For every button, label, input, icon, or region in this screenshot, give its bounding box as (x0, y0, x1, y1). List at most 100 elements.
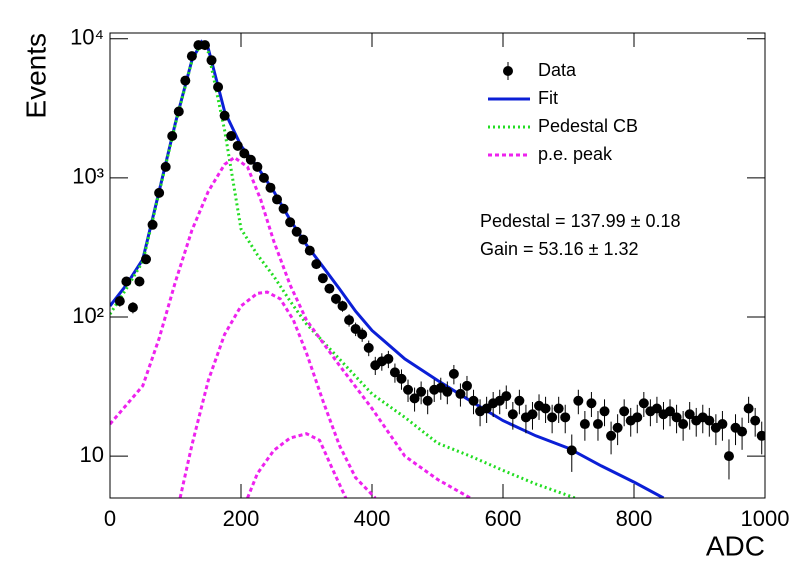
data-point (141, 254, 152, 265)
data-point (363, 342, 374, 353)
data-point (632, 412, 643, 423)
legend-entry: p.e. peak (488, 144, 613, 164)
legend-entry: Data (503, 60, 577, 80)
data-point (756, 430, 765, 441)
plot-area (110, 39, 765, 498)
data-point (186, 51, 197, 62)
data-point (278, 203, 289, 214)
data-point (723, 451, 734, 462)
data-point (245, 154, 256, 165)
data-point (553, 403, 564, 414)
annotation: Pedestal = 137.99 ± 0.18 (480, 211, 681, 231)
data-point (213, 82, 224, 93)
data-point (704, 415, 715, 426)
y-axis-title: Events (20, 33, 51, 119)
x-tick-label: 800 (616, 506, 653, 531)
data-point (527, 409, 538, 420)
data-point (396, 373, 407, 384)
x-tick-label: 0 (104, 506, 116, 531)
plot-frame (109, 32, 766, 499)
data-point (265, 182, 276, 193)
series-line (110, 155, 472, 498)
data-point (468, 395, 479, 406)
data-point (311, 259, 322, 270)
data-point (173, 106, 184, 117)
data-point (606, 430, 617, 441)
data-point (232, 140, 243, 151)
x-tick-label: 200 (223, 506, 260, 531)
y-tick-label: 10⁴ (70, 25, 104, 50)
data-point (579, 419, 590, 430)
data-point (226, 130, 237, 141)
data-point (612, 422, 623, 433)
data-point (514, 395, 525, 406)
data-point (121, 276, 132, 287)
data-point (154, 187, 165, 198)
data-point (665, 406, 676, 417)
data-point (547, 412, 558, 423)
data-point (651, 403, 662, 414)
data-point (114, 296, 125, 307)
data-point (422, 395, 433, 406)
data-point (540, 403, 551, 414)
data-point (304, 245, 315, 256)
data-point (416, 386, 427, 397)
data-point (586, 398, 597, 409)
data-point (272, 194, 283, 205)
data-point (298, 234, 309, 245)
legend-label: p.e. peak (538, 144, 613, 164)
x-axis-title: ADC (706, 530, 765, 561)
data-point (455, 388, 466, 399)
legend-entry: Fit (488, 88, 558, 108)
data-point (147, 219, 158, 230)
data-point (573, 395, 584, 406)
data-point (566, 445, 577, 456)
data-point (678, 419, 689, 430)
data-point (317, 273, 328, 284)
legend-entry: Pedestal CB (488, 116, 638, 136)
y-tick-label: 10² (72, 303, 104, 328)
data-point (206, 55, 217, 66)
annotation: Gain = 53.16 ± 1.32 (480, 239, 639, 259)
data-point (501, 391, 512, 402)
data-point (324, 283, 335, 294)
y-tick-label: 10 (80, 442, 104, 467)
data-point (285, 217, 296, 228)
data-point (461, 380, 472, 391)
data-point (357, 329, 368, 340)
x-tick-label: 1000 (741, 506, 790, 531)
data-point (592, 419, 603, 430)
legend-label: Fit (538, 88, 558, 108)
legend-swatch (503, 66, 513, 76)
data-point (442, 386, 453, 397)
data-point (717, 419, 728, 430)
data-point (507, 409, 518, 420)
data-point (252, 161, 263, 172)
data-point (684, 409, 695, 420)
data-point (389, 367, 400, 378)
data-point (599, 406, 610, 417)
data-point (180, 75, 191, 86)
data-point (560, 412, 571, 423)
data-point (134, 276, 145, 287)
data-point (330, 293, 341, 304)
data-point (167, 130, 178, 141)
data-point (337, 300, 348, 311)
legend-label: Pedestal CB (538, 116, 638, 136)
data-point (344, 315, 355, 326)
data-point (750, 415, 761, 426)
data-point (239, 148, 250, 159)
data-point (127, 302, 138, 313)
data-point (291, 226, 302, 237)
data-point (737, 426, 748, 437)
data-point (383, 353, 394, 364)
data-point (258, 172, 269, 183)
data-point (219, 110, 230, 121)
data-point (403, 384, 414, 395)
data-point (671, 412, 682, 423)
x-tick-label: 600 (485, 506, 522, 531)
data-point (199, 40, 210, 51)
data-point (638, 398, 649, 409)
